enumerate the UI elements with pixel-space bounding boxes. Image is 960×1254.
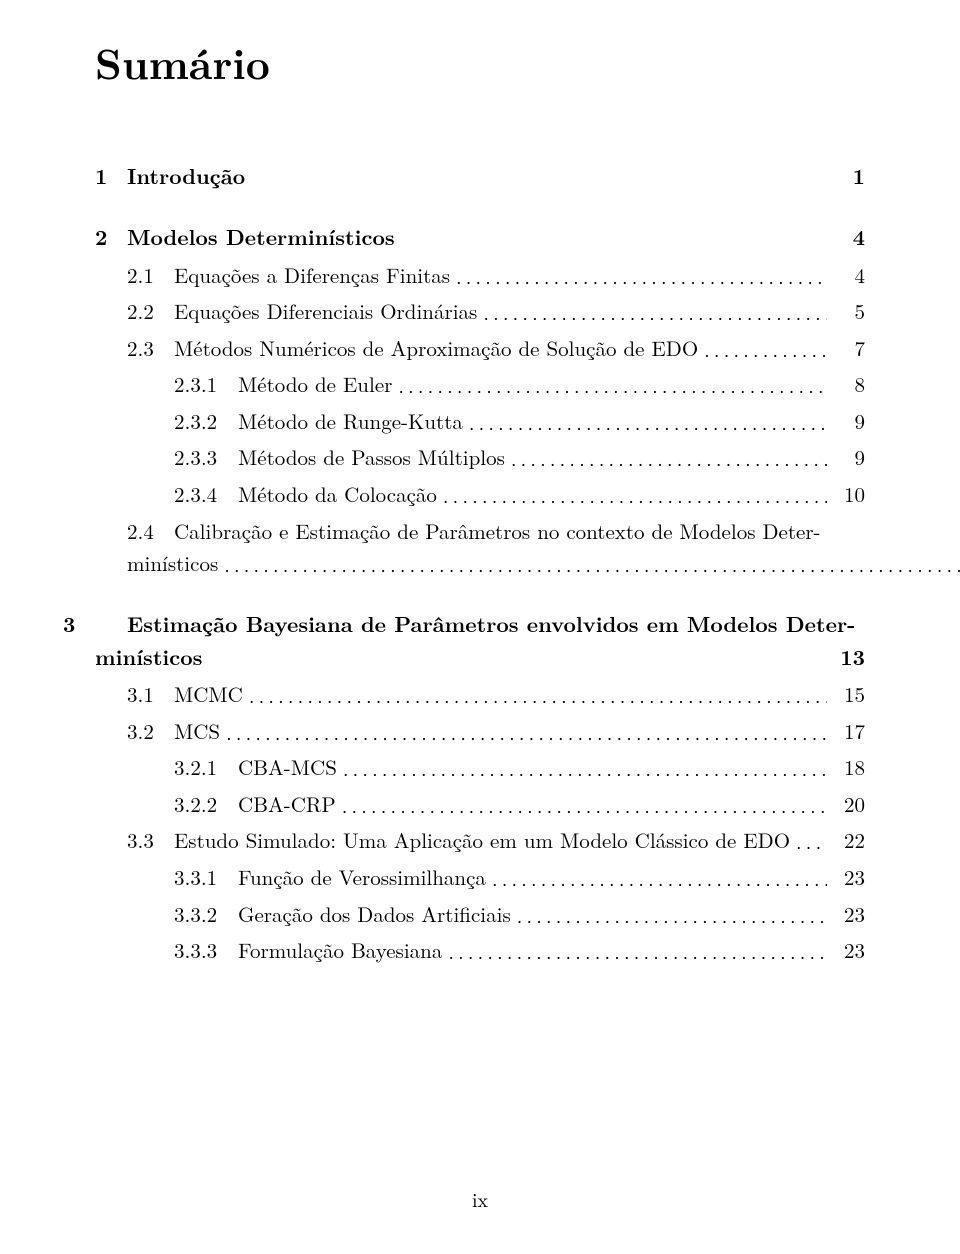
toc-section-page: 4	[827, 259, 865, 292]
toc-dots: ........................................…	[511, 899, 827, 930]
toc-section-page: 22	[827, 824, 865, 857]
toc-chapter-num: 2	[95, 221, 127, 254]
toc-section-num: 3.2	[127, 715, 174, 748]
toc-subsection-page: 23	[827, 934, 865, 967]
toc-dots: ........................................…	[486, 862, 827, 893]
toc-subsection-page: 23	[827, 898, 865, 931]
toc-section-num: 2.4	[127, 515, 174, 548]
toc-section-label: MCMC	[174, 678, 243, 711]
toc-dots: ........................................…	[392, 369, 827, 400]
toc-subsection-num: 3.3.3	[174, 934, 238, 967]
toc-section-label: Estudo Simulado: Uma Aplicação em um Mod…	[174, 824, 790, 857]
toc-chapter-page: 13	[840, 641, 865, 674]
toc-section: 3.3 Estudo Simulado: Uma Aplicação em um…	[95, 824, 865, 857]
toc-section: 2.4 Calibração e Estimação de Parâmetros…	[95, 515, 865, 580]
toc-section-label: Métodos Numéricos de Aproximação de Solu…	[174, 332, 698, 365]
toc-section-label-cont: minísticos	[127, 547, 218, 580]
toc-section-label: Equações a Diferenças Finitas	[174, 259, 450, 292]
toc-dots: ........................................…	[437, 479, 827, 510]
toc-subsection-page: 18	[827, 751, 865, 784]
toc-section-page: 15	[827, 678, 865, 711]
toc-subsection-num: 2.3.3	[174, 441, 238, 474]
toc-section-label: Calibração e Estimação de Parâmetros no …	[174, 515, 960, 548]
toc-subsection-label: CBA-MCS	[238, 751, 337, 784]
toc-subsection-page: 10	[827, 478, 865, 511]
toc-section: 3.1 MCMC ...............................…	[95, 678, 865, 711]
toc-section-num: 2.3	[127, 332, 174, 365]
toc-subsection: 2.3.1 Método de Euler ..................…	[95, 368, 865, 401]
toc-section-page: 5	[827, 295, 865, 328]
toc-subsection: 3.3.2 Geração dos Dados Artificiais ....…	[95, 898, 865, 931]
toc-subsection: 2.3.3 Métodos de Passos Múltiplos ......…	[95, 441, 865, 474]
toc-section-label: MCS	[174, 715, 220, 748]
toc-subsection: 3.2.2 CBA-CRP ..........................…	[95, 788, 865, 821]
toc-dots: ........................................…	[790, 825, 827, 856]
toc-section-num: 3.3	[127, 824, 174, 857]
toc-subsection-label: Método de Runge-Kutta	[238, 405, 463, 438]
toc-dots: ........................................…	[463, 406, 827, 437]
toc-section-num: 2.1	[127, 259, 174, 292]
toc-chapter-page: 1	[843, 160, 865, 193]
toc-subsection-page: 20	[827, 788, 865, 821]
toc-subsection: 3.2.1 CBA-MCS ..........................…	[95, 751, 865, 784]
toc-subsection: 2.3.4 Método da Colocação ..............…	[95, 478, 865, 511]
toc-subsection-num: 3.3.2	[174, 898, 238, 931]
toc-section: 2.2 Equações Diferenciais Ordinárias ...…	[95, 295, 865, 328]
toc-section-num: 2.2	[127, 295, 174, 328]
toc-subsection-label: Geração dos Dados Artificiais	[238, 898, 511, 931]
toc-dots: ........................................…	[442, 935, 827, 966]
toc-section-page: 7	[827, 332, 865, 365]
toc-chapter-page: 4	[843, 221, 865, 254]
toc-subsection: 3.3.1 Função de Verossimilhança ........…	[95, 861, 865, 894]
toc-chapter: 1 Introdução 1	[95, 160, 865, 193]
toc-subsection-num: 3.2.1	[174, 751, 238, 784]
toc-section: 3.2 MCS ................................…	[95, 715, 865, 748]
page-title: Sumário	[95, 30, 865, 95]
toc-subsection-num: 2.3.4	[174, 478, 238, 511]
toc-dots: ........................................…	[218, 548, 960, 579]
toc-subsection: 2.3.2 Método de Runge-Kutta ............…	[95, 405, 865, 438]
toc-subsection-label: Método de Euler	[238, 368, 392, 401]
toc-subsection-num: 3.2.2	[174, 788, 238, 821]
toc-chapter: 3Estimação Bayesiana de Parâmetros envol…	[95, 608, 865, 675]
toc-subsection-label: Método da Colocação	[238, 478, 437, 511]
toc-dots: ........................................…	[698, 333, 827, 364]
toc-subsection: 3.3.3 Formulação Bayesiana .............…	[95, 934, 865, 967]
toc-chapter-label: Introdução	[127, 160, 843, 193]
toc-dots: ........................................…	[336, 789, 827, 820]
toc-section: 2.1 Equações a Diferenças Finitas ......…	[95, 259, 865, 292]
toc-dots: ........................................…	[243, 679, 827, 710]
toc-chapter-label: Modelos Determinísticos	[127, 221, 843, 254]
toc-dots: ........................................…	[450, 260, 827, 291]
toc-chapter-num: 3	[95, 608, 127, 641]
toc-subsection-page: 9	[827, 441, 865, 474]
toc-subsection-label: Função de Verossimilhança	[238, 861, 486, 894]
toc-dots: ........................................…	[220, 716, 827, 747]
toc-subsection-label: Formulação Bayesiana	[238, 934, 442, 967]
toc-section-num: 3.1	[127, 678, 174, 711]
toc-chapter: 2 Modelos Determinísticos 4	[95, 221, 865, 254]
toc-subsection-page: 8	[827, 368, 865, 401]
toc-dots: ........................................…	[477, 296, 827, 327]
page-number-footer: ix	[0, 1183, 960, 1214]
toc-subsection-num: 3.3.1	[174, 861, 238, 894]
toc-section-label: Equações Diferenciais Ordinárias	[174, 295, 477, 328]
toc-chapter-label: Estimação Bayesiana de Parâmetros envolv…	[127, 609, 855, 639]
toc-dots: ........................................…	[337, 752, 827, 783]
toc-subsection-page: 9	[827, 405, 865, 438]
toc-section: 2.3 Métodos Numéricos de Aproximação de …	[95, 332, 865, 365]
toc-subsection-label: CBA-CRP	[238, 788, 336, 821]
toc-subsection-num: 2.3.1	[174, 368, 238, 401]
toc-subsection-label: Métodos de Passos Múltiplos	[238, 441, 505, 474]
toc-subsection-num: 2.3.2	[174, 405, 238, 438]
toc-chapter-num: 1	[95, 160, 127, 193]
toc-chapter-label-cont: minísticos	[95, 641, 202, 674]
toc-subsection-page: 23	[827, 861, 865, 894]
toc-section-page: 17	[827, 715, 865, 748]
toc-dots: ........................................…	[505, 442, 827, 473]
